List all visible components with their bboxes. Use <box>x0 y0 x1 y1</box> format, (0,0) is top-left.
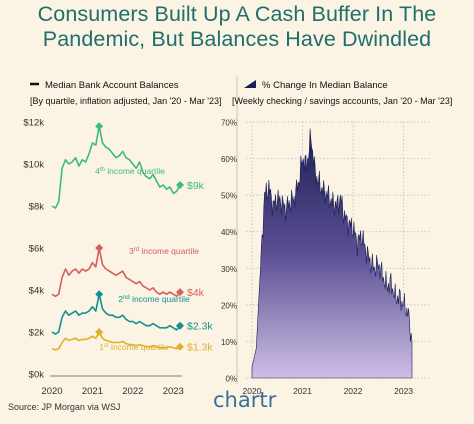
series-end-label: $1.3k <box>187 342 213 354</box>
y-tick-label: 10% <box>221 338 237 347</box>
x-tick-label: 2020 <box>243 386 262 396</box>
series-line <box>51 293 181 335</box>
x-tick-label: 2022 <box>122 386 143 397</box>
y-tick-label: 40% <box>221 228 237 237</box>
peak-marker <box>95 122 104 131</box>
y-tick-label: 70% <box>221 119 237 128</box>
series-name-label: 1st income quartile <box>99 342 169 352</box>
peak-marker <box>95 244 104 252</box>
x-tick-label: 2021 <box>82 386 103 397</box>
x-tick-label: 2020 <box>41 386 62 397</box>
legend-label: Median Bank Account Balances <box>45 80 179 91</box>
legend-label: % Change In Median Balance <box>262 80 388 91</box>
chart-title-line-1: Consumers Built Up A Cash Buffer In The <box>37 2 437 26</box>
y-tick-label: $8k <box>29 202 45 213</box>
series-name-label: 2nd income quartile <box>118 294 190 304</box>
end-marker <box>176 342 184 351</box>
y-tick-label: 50% <box>221 192 237 201</box>
area-series <box>251 128 413 379</box>
legend-area-swatch <box>244 80 256 88</box>
y-tick-label: $4k <box>29 286 45 297</box>
end-marker <box>176 181 184 189</box>
right-panel-area: % Change In Median Balance [Weekly checki… <box>221 80 452 396</box>
peak-marker <box>95 290 104 299</box>
series-line <box>51 331 181 351</box>
left-panel-lines: Median Bank Account Balances [By quartile… <box>23 80 221 397</box>
x-tick-label: 2022 <box>344 386 363 396</box>
x-tick-label: 2023 <box>394 386 413 396</box>
series-name-label: 4th income quartile <box>95 166 165 176</box>
x-tick-label: 2021 <box>293 386 312 396</box>
y-tick-label: $2k <box>29 328 45 339</box>
y-tick-label: 30% <box>221 265 237 274</box>
right-subtitle: [Weekly checking / savings accounts, Jan… <box>232 96 452 106</box>
chart-title: Consumers Built Up A Cash Buffer In The … <box>0 2 474 52</box>
y-tick-label: 0% <box>225 375 237 384</box>
y-tick-label: 20% <box>221 301 237 310</box>
peak-marker <box>95 328 104 336</box>
series-line <box>51 247 181 298</box>
y-tick-label: $10k <box>23 160 44 171</box>
chart-title-line-2: Pandemic, But Balances Have Dwindled <box>42 27 432 51</box>
series-end-label: $2.3k <box>187 321 213 333</box>
end-marker <box>176 321 184 330</box>
series-line <box>51 125 181 209</box>
y-tick-label: 60% <box>221 155 237 164</box>
x-tick-label: 2023 <box>163 386 184 397</box>
series-end-label: $4k <box>187 287 205 299</box>
end-marker <box>176 288 184 297</box>
series-end-label: $9k <box>187 180 205 192</box>
left-subtitle: [By quartile, inflation adjusted, Jan '2… <box>30 96 222 106</box>
series-name-label: 3rd income quartile <box>129 246 199 256</box>
y-tick-label: $0k <box>29 370 45 381</box>
y-tick-label: $12k <box>23 118 44 129</box>
y-tick-label: $6k <box>29 244 45 255</box>
source-note: Source: JP Morgan via WSJ <box>8 402 121 412</box>
brand-logo: chartr <box>213 388 277 412</box>
